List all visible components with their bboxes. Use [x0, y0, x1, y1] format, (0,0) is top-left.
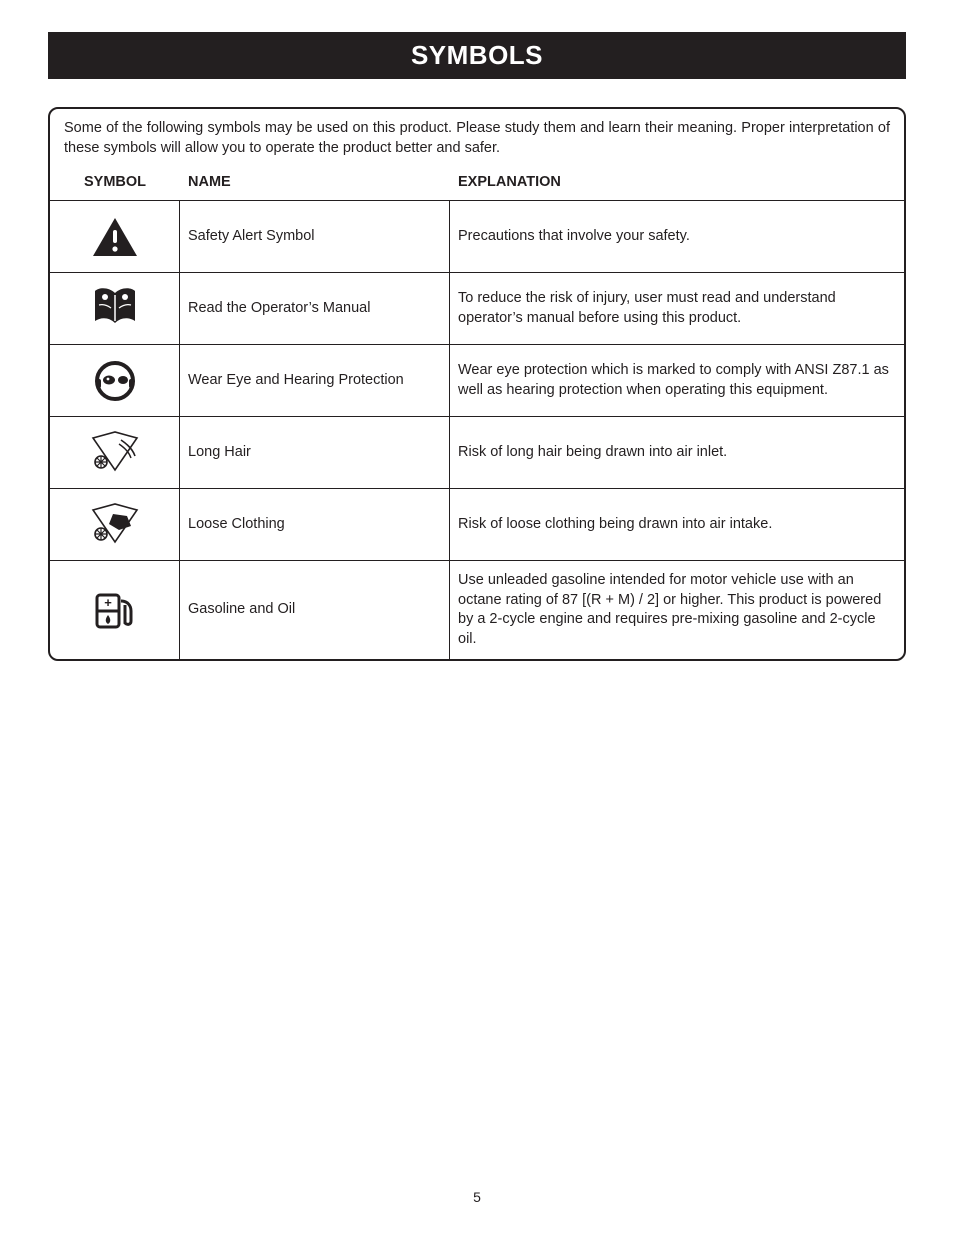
symbol-cell [50, 201, 180, 272]
page-number: 5 [0, 1189, 954, 1205]
name-cell: Long Hair [180, 417, 450, 488]
explanation-cell: Risk of long hair being drawn into air i… [450, 417, 904, 488]
loose-clothing-icon [87, 502, 143, 548]
svg-text:+: + [104, 595, 112, 610]
intro-text: Some of the following symbols may be use… [50, 109, 904, 172]
eye-hearing-protection-icon [91, 359, 139, 403]
symbol-cell: + [50, 561, 180, 659]
symbol-cell [50, 345, 180, 416]
read-manual-icon [91, 287, 139, 331]
page-header: SYMBOLS [48, 32, 906, 79]
symbol-cell [50, 273, 180, 344]
col-header-symbol: SYMBOL [50, 174, 180, 190]
name-cell: Wear Eye and Hearing Protection [180, 345, 450, 416]
table-row: Loose Clothing Risk of loose clothing be… [50, 488, 904, 560]
explanation-cell: Precautions that involve your safety. [450, 201, 904, 272]
symbol-cell [50, 417, 180, 488]
explanation-cell: Wear eye protection which is marked to c… [450, 345, 904, 416]
name-cell: Read the Operator’s Manual [180, 273, 450, 344]
name-cell: Gasoline and Oil [180, 561, 450, 659]
table-header-row: SYMBOL NAME EXPLANATION [50, 172, 904, 200]
col-header-name: NAME [180, 174, 450, 190]
table-row: Long Hair Risk of long hair being drawn … [50, 416, 904, 488]
table-row: Read the Operator’s Manual To reduce the… [50, 272, 904, 344]
explanation-cell: Use unleaded gasoline intended for motor… [450, 561, 904, 659]
name-cell: Safety Alert Symbol [180, 201, 450, 272]
symbol-cell [50, 489, 180, 560]
gasoline-oil-icon: + [91, 587, 139, 633]
explanation-cell: Risk of loose clothing being drawn into … [450, 489, 904, 560]
col-header-explanation: EXPLANATION [450, 174, 904, 190]
safety-alert-icon [91, 216, 139, 258]
name-cell: Loose Clothing [180, 489, 450, 560]
table-row: Safety Alert Symbol Precautions that inv… [50, 200, 904, 272]
long-hair-icon [87, 430, 143, 476]
table-row: Wear Eye and Hearing Protection Wear eye… [50, 344, 904, 416]
explanation-cell: To reduce the risk of injury, user must … [450, 273, 904, 344]
symbols-table: Some of the following symbols may be use… [48, 107, 906, 661]
table-row: + Gasoline and Oil Use unleaded gasoline… [50, 560, 904, 659]
